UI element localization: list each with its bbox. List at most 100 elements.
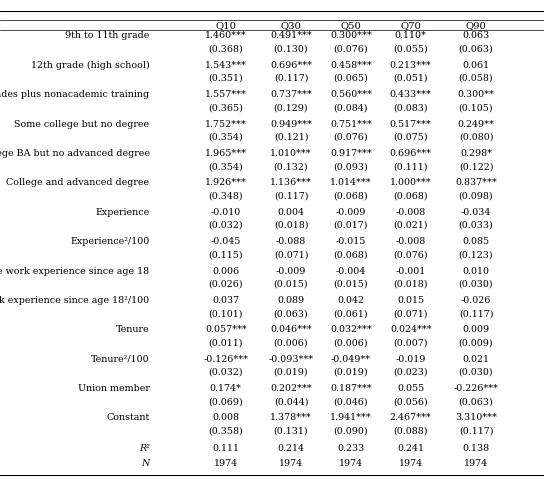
Text: (0.131): (0.131): [274, 427, 308, 436]
Text: 0.089: 0.089: [277, 296, 305, 305]
Text: (0.080): (0.080): [459, 133, 493, 142]
Text: (0.354): (0.354): [208, 162, 243, 171]
Text: 0.300**: 0.300**: [458, 90, 494, 99]
Text: -0.126***: -0.126***: [203, 355, 248, 363]
Text: (0.117): (0.117): [274, 74, 308, 83]
Text: (0.058): (0.058): [459, 74, 493, 83]
Text: (0.032): (0.032): [208, 221, 243, 230]
Text: (0.056): (0.056): [393, 397, 428, 406]
Text: (0.123): (0.123): [459, 250, 493, 259]
Text: (0.121): (0.121): [274, 133, 308, 142]
Text: 0.491***: 0.491***: [270, 31, 312, 40]
Text: (0.351): (0.351): [208, 74, 243, 83]
Text: (0.009): (0.009): [459, 338, 493, 348]
Text: 0.917***: 0.917***: [330, 149, 372, 158]
Text: (0.076): (0.076): [333, 133, 368, 142]
Text: (0.015): (0.015): [274, 280, 308, 289]
Text: -0.008: -0.008: [395, 208, 426, 217]
Text: 0.187***: 0.187***: [330, 384, 372, 393]
Text: -0.010: -0.010: [211, 208, 241, 217]
Text: 0.037: 0.037: [212, 296, 239, 305]
Text: 1.543***: 1.543***: [205, 61, 246, 70]
Text: (0.105): (0.105): [459, 104, 493, 112]
Text: (0.021): (0.021): [393, 221, 428, 230]
Text: (0.076): (0.076): [333, 45, 368, 54]
Text: (0.015): (0.015): [333, 280, 368, 289]
Text: (0.023): (0.023): [393, 368, 428, 377]
Text: -0.093***: -0.093***: [269, 355, 313, 363]
Text: 1974: 1974: [339, 459, 363, 468]
Text: 0.213***: 0.213***: [390, 61, 431, 70]
Text: 1974: 1974: [464, 459, 488, 468]
Text: 12th grade (high school): 12th grade (high school): [31, 60, 150, 70]
Text: Experience: Experience: [95, 208, 150, 217]
Text: 0.949***: 0.949***: [270, 120, 312, 129]
Text: 0.300***: 0.300***: [330, 31, 372, 40]
Text: (0.130): (0.130): [274, 45, 308, 54]
Text: 0.517***: 0.517***: [390, 120, 431, 129]
Text: (0.006): (0.006): [333, 338, 368, 348]
Text: Constant: Constant: [106, 413, 150, 423]
Text: (0.007): (0.007): [393, 338, 428, 348]
Text: 1974: 1974: [279, 459, 303, 468]
Text: 1.010***: 1.010***: [270, 149, 312, 158]
Text: Q30: Q30: [281, 21, 301, 30]
Text: 1.752***: 1.752***: [205, 120, 246, 129]
Text: (0.011): (0.011): [208, 338, 243, 348]
Text: (0.075): (0.075): [393, 133, 428, 142]
Text: (0.368): (0.368): [208, 45, 243, 54]
Text: (0.044): (0.044): [274, 397, 308, 406]
Text: N: N: [141, 459, 150, 468]
Text: (0.019): (0.019): [274, 368, 308, 377]
Text: (0.055): (0.055): [393, 45, 428, 54]
Text: 0.055: 0.055: [397, 384, 424, 393]
Text: (0.122): (0.122): [459, 162, 493, 171]
Text: 3.310***: 3.310***: [455, 413, 497, 423]
Text: Full-time work experience since age 18: Full-time work experience since age 18: [0, 267, 150, 275]
Text: 0.202***: 0.202***: [270, 384, 312, 393]
Text: (0.061): (0.061): [333, 309, 368, 318]
Text: 0.696***: 0.696***: [270, 61, 312, 70]
Text: College and advanced degree: College and advanced degree: [7, 178, 150, 187]
Text: (0.088): (0.088): [393, 427, 428, 436]
Text: -0.008: -0.008: [395, 237, 426, 246]
Text: (0.071): (0.071): [393, 309, 428, 318]
Text: (0.101): (0.101): [208, 309, 243, 318]
Text: Tenure²/100: Tenure²/100: [91, 355, 150, 363]
Text: (0.065): (0.065): [333, 74, 368, 83]
Text: 0.751***: 0.751***: [330, 120, 372, 129]
Text: 1.000***: 1.000***: [390, 178, 431, 187]
Text: Experience²/100: Experience²/100: [70, 237, 150, 246]
Text: Q50: Q50: [341, 21, 361, 30]
Text: (0.068): (0.068): [333, 250, 368, 259]
Text: 1.136***: 1.136***: [270, 178, 312, 187]
Text: (0.117): (0.117): [274, 192, 308, 200]
Text: Q70: Q70: [400, 21, 421, 30]
Text: (0.068): (0.068): [393, 192, 428, 200]
Text: 1.941***: 1.941***: [330, 413, 372, 423]
Text: 0.458***: 0.458***: [330, 61, 372, 70]
Text: -0.226***: -0.226***: [454, 384, 498, 393]
Text: -0.049**: -0.049**: [331, 355, 371, 363]
Text: Full-time work experience since age 18²/100: Full-time work experience since age 18²/…: [0, 296, 150, 305]
Text: 0.004: 0.004: [277, 208, 305, 217]
Text: -0.019: -0.019: [395, 355, 426, 363]
Text: Some college but no degree: Some college but no degree: [15, 120, 150, 129]
Text: (0.018): (0.018): [274, 221, 308, 230]
Text: (0.084): (0.084): [333, 104, 368, 112]
Text: Union member: Union member: [78, 384, 150, 393]
Text: 0.021: 0.021: [462, 355, 490, 363]
Text: (0.354): (0.354): [208, 133, 243, 142]
Text: (0.063): (0.063): [459, 397, 493, 406]
Text: -0.009: -0.009: [276, 267, 306, 275]
Text: (0.032): (0.032): [208, 368, 243, 377]
Text: 0.010: 0.010: [462, 267, 490, 275]
Text: 0.046***: 0.046***: [270, 325, 312, 334]
Text: Q10: Q10: [215, 21, 236, 30]
Text: (0.030): (0.030): [459, 368, 493, 377]
Text: (0.006): (0.006): [274, 338, 308, 348]
Text: 1.378***: 1.378***: [270, 413, 312, 423]
Text: (0.026): (0.026): [208, 280, 243, 289]
Text: (0.358): (0.358): [208, 427, 243, 436]
Text: (0.018): (0.018): [393, 280, 428, 289]
